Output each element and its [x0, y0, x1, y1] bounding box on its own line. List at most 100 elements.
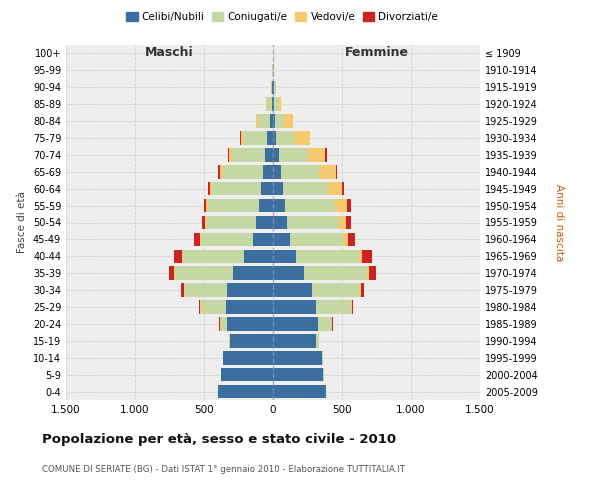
- Bar: [361, 284, 364, 297]
- Bar: [210, 182, 212, 196]
- Bar: [295, 131, 310, 144]
- Bar: [319, 165, 336, 178]
- Bar: [273, 182, 283, 196]
- Bar: [325, 148, 327, 162]
- Bar: [218, 385, 273, 398]
- Bar: [290, 232, 343, 246]
- Bar: [258, 114, 270, 128]
- Bar: [228, 148, 229, 162]
- Bar: [296, 250, 359, 263]
- Bar: [260, 182, 273, 196]
- Bar: [208, 182, 210, 196]
- Bar: [268, 131, 273, 144]
- Bar: [352, 300, 353, 314]
- Bar: [240, 131, 241, 144]
- Bar: [229, 148, 232, 162]
- Bar: [244, 250, 273, 263]
- Bar: [206, 199, 208, 212]
- Bar: [208, 199, 259, 212]
- Bar: [206, 216, 256, 230]
- Bar: [275, 80, 276, 94]
- Bar: [222, 165, 263, 178]
- Bar: [342, 182, 344, 196]
- Bar: [304, 266, 367, 280]
- Bar: [194, 232, 200, 246]
- Bar: [346, 216, 350, 230]
- Bar: [285, 199, 335, 212]
- Bar: [199, 300, 200, 314]
- Text: Femmine: Femmine: [344, 46, 409, 59]
- Bar: [212, 182, 260, 196]
- Bar: [351, 300, 352, 314]
- Bar: [362, 250, 371, 263]
- Bar: [220, 165, 222, 178]
- Bar: [266, 98, 267, 111]
- Bar: [272, 80, 273, 94]
- Bar: [202, 216, 205, 230]
- Bar: [281, 165, 319, 178]
- Bar: [256, 114, 258, 128]
- Bar: [278, 148, 308, 162]
- Bar: [316, 334, 319, 347]
- Bar: [273, 80, 274, 94]
- Bar: [263, 165, 273, 178]
- Bar: [273, 351, 322, 364]
- Bar: [273, 368, 323, 382]
- Bar: [273, 250, 296, 263]
- Bar: [367, 266, 369, 280]
- Bar: [201, 232, 253, 246]
- Text: Popolazione per età, sesso e stato civile - 2010: Popolazione per età, sesso e stato civil…: [42, 432, 396, 446]
- Bar: [273, 148, 278, 162]
- Bar: [259, 199, 273, 212]
- Bar: [271, 80, 272, 94]
- Bar: [175, 266, 233, 280]
- Bar: [181, 284, 184, 297]
- Bar: [287, 216, 338, 230]
- Bar: [273, 131, 277, 144]
- Bar: [322, 351, 323, 364]
- Bar: [205, 216, 206, 230]
- Bar: [182, 250, 184, 263]
- Bar: [244, 131, 268, 144]
- Bar: [233, 266, 273, 280]
- Bar: [360, 284, 361, 297]
- Bar: [273, 216, 287, 230]
- Text: COMUNE DI SERIATE (BG) - Dati ISTAT 1° gennaio 2010 - Elaborazione TUTTITALIA.IT: COMUNE DI SERIATE (BG) - Dati ISTAT 1° g…: [42, 466, 405, 474]
- Bar: [229, 334, 230, 347]
- Bar: [273, 284, 313, 297]
- Bar: [273, 317, 318, 330]
- Bar: [173, 250, 182, 263]
- Bar: [273, 266, 304, 280]
- Bar: [347, 199, 350, 212]
- Bar: [275, 114, 284, 128]
- Bar: [200, 232, 201, 246]
- Bar: [184, 250, 244, 263]
- Bar: [272, 98, 273, 111]
- Bar: [200, 300, 226, 314]
- Bar: [283, 182, 328, 196]
- Bar: [273, 300, 316, 314]
- Bar: [230, 334, 273, 347]
- Bar: [253, 232, 273, 246]
- Bar: [174, 266, 175, 280]
- Bar: [226, 300, 273, 314]
- Bar: [220, 317, 227, 330]
- Bar: [343, 232, 348, 246]
- Bar: [318, 317, 332, 330]
- Bar: [338, 216, 346, 230]
- Bar: [369, 266, 376, 280]
- Bar: [336, 165, 337, 178]
- Bar: [204, 199, 206, 212]
- Bar: [169, 266, 174, 280]
- Bar: [278, 98, 281, 111]
- Bar: [218, 165, 220, 178]
- Bar: [277, 131, 295, 144]
- Bar: [335, 199, 347, 212]
- Bar: [273, 114, 275, 128]
- Bar: [273, 232, 290, 246]
- Bar: [328, 182, 342, 196]
- Bar: [184, 284, 227, 297]
- Bar: [274, 98, 278, 111]
- Bar: [316, 300, 351, 314]
- Text: Maschi: Maschi: [145, 46, 194, 59]
